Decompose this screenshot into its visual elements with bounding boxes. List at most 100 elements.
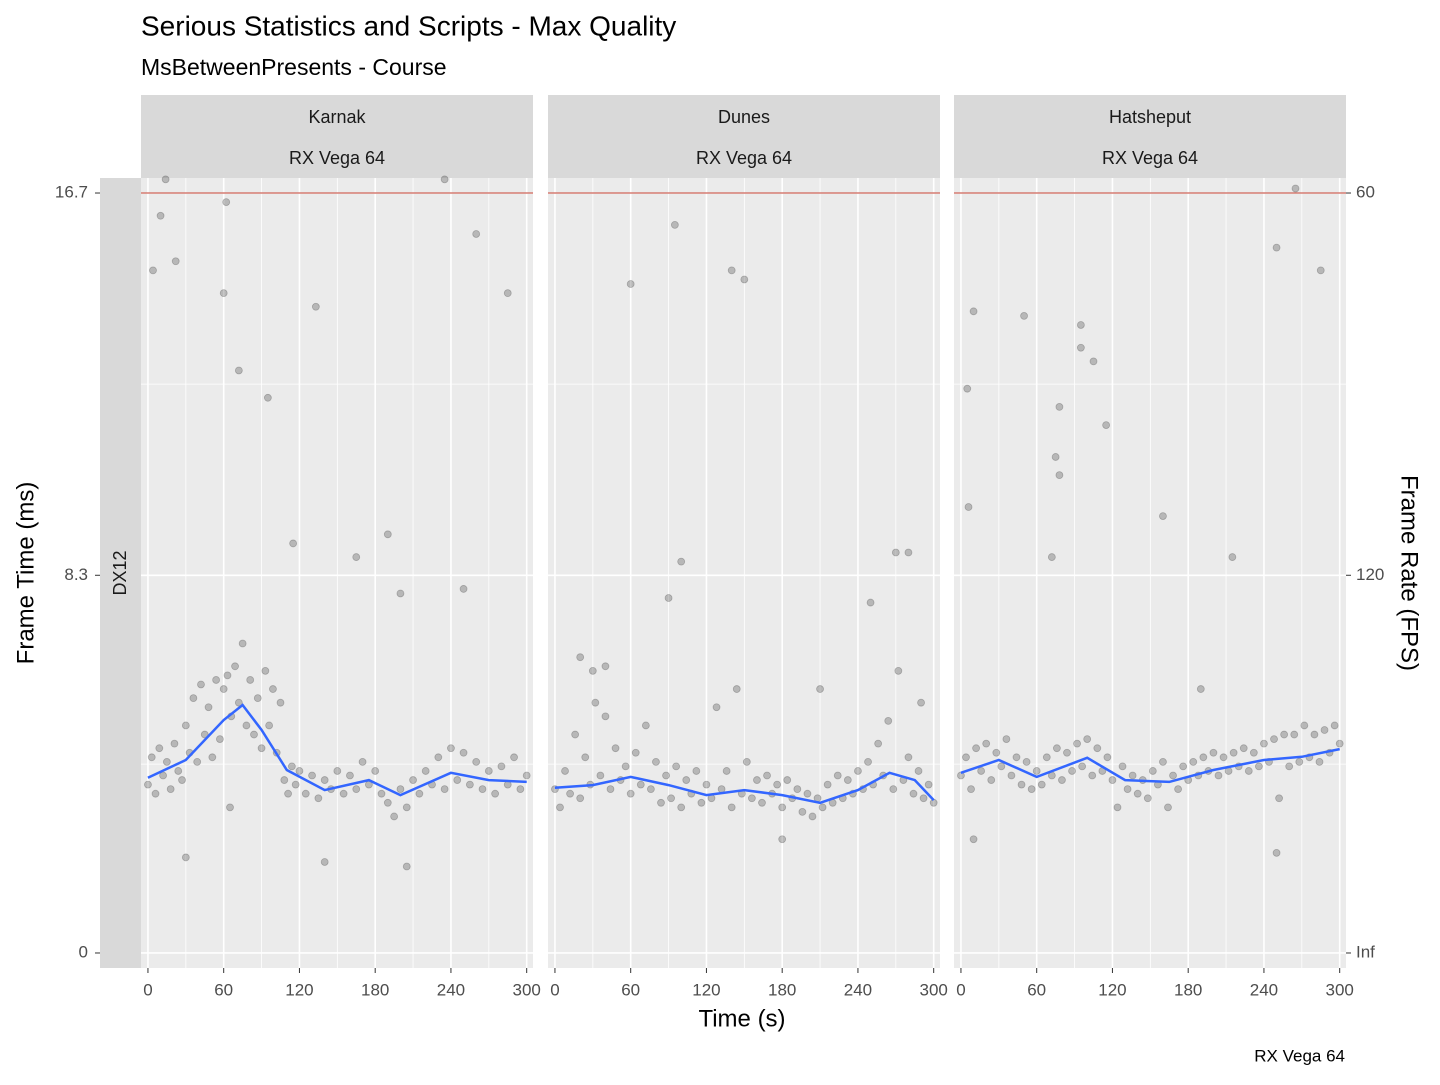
point	[314, 794, 323, 803]
point	[459, 748, 468, 757]
point	[1275, 794, 1283, 803]
point	[818, 803, 827, 812]
caption: RX Vega 64	[1254, 1046, 1345, 1065]
point	[149, 266, 157, 275]
point	[1022, 757, 1031, 766]
point	[1068, 767, 1076, 775]
point	[601, 662, 610, 671]
point	[352, 785, 361, 794]
point	[291, 780, 300, 789]
point	[646, 785, 655, 794]
point	[1076, 343, 1085, 352]
point	[1330, 721, 1339, 730]
point	[793, 785, 802, 794]
point	[301, 789, 310, 798]
point	[1083, 735, 1092, 744]
point	[156, 211, 165, 220]
point	[982, 739, 991, 748]
point	[453, 776, 462, 784]
point	[992, 748, 1001, 757]
point	[833, 771, 842, 780]
point	[250, 730, 258, 739]
x-tick-label: 60	[1027, 980, 1046, 999]
point	[1020, 311, 1028, 320]
point	[561, 767, 569, 775]
point	[808, 812, 817, 821]
point	[257, 744, 266, 753]
point	[556, 803, 564, 812]
x-tick-label: 240	[1250, 980, 1278, 999]
point	[1239, 744, 1248, 753]
point	[919, 794, 928, 803]
point	[320, 858, 329, 866]
point	[1164, 803, 1172, 812]
point	[581, 753, 590, 762]
point	[472, 757, 481, 766]
point	[1260, 739, 1268, 748]
x-tick-label: 240	[844, 980, 872, 999]
point	[358, 757, 367, 766]
facet-label: RX Vega 64	[1102, 148, 1198, 168]
point	[377, 789, 386, 798]
point	[181, 853, 190, 862]
point	[320, 776, 329, 784]
point	[606, 785, 615, 794]
point	[891, 548, 900, 557]
point	[371, 767, 380, 775]
point	[308, 771, 316, 780]
row-strip-label: DX12	[110, 550, 130, 595]
point	[1300, 721, 1309, 730]
point	[626, 789, 635, 798]
point	[1103, 753, 1112, 762]
point	[778, 835, 787, 844]
point	[874, 739, 883, 748]
point	[234, 366, 243, 375]
point	[1189, 757, 1198, 766]
point	[1272, 848, 1281, 857]
point	[280, 776, 289, 784]
x-axis-title: Time (s)	[698, 1005, 785, 1032]
point	[269, 685, 277, 693]
point	[447, 744, 455, 753]
point	[670, 220, 679, 229]
point	[434, 753, 443, 762]
x-tick-label: 0	[550, 980, 559, 999]
point	[1055, 402, 1064, 411]
y2-tick-label: 60	[1356, 183, 1375, 202]
point	[284, 789, 292, 798]
point	[1290, 730, 1299, 739]
facet-strip	[954, 95, 1346, 178]
point	[1133, 789, 1142, 798]
point	[383, 530, 392, 539]
point	[242, 721, 251, 730]
point	[1078, 762, 1087, 771]
point	[1249, 748, 1258, 757]
point	[914, 767, 923, 775]
point	[1002, 735, 1011, 744]
point	[692, 767, 701, 775]
facet-title: Hatsheput	[1109, 107, 1191, 127]
y-axis-title: Frame Time (ms)	[12, 482, 39, 665]
smooth-line	[960, 747, 1340, 784]
point	[246, 676, 255, 684]
point	[866, 598, 875, 607]
point	[889, 785, 898, 794]
point	[1063, 748, 1071, 757]
facet-strip	[141, 95, 533, 178]
point	[1093, 744, 1102, 753]
x-tick-label: 180	[768, 980, 796, 999]
x-tick-label: 180	[1174, 980, 1202, 999]
point	[311, 302, 320, 311]
chart-title: Serious Statistics and Scripts - Max Qua…	[141, 10, 676, 41]
point	[702, 780, 711, 789]
point	[197, 680, 205, 689]
point	[295, 767, 304, 775]
y-tick-label: 16.7	[55, 183, 88, 202]
point	[929, 798, 938, 807]
point	[1118, 762, 1127, 771]
point	[1027, 785, 1036, 794]
point	[1209, 748, 1218, 757]
point	[516, 785, 525, 794]
point	[924, 780, 933, 789]
point	[1007, 771, 1016, 780]
